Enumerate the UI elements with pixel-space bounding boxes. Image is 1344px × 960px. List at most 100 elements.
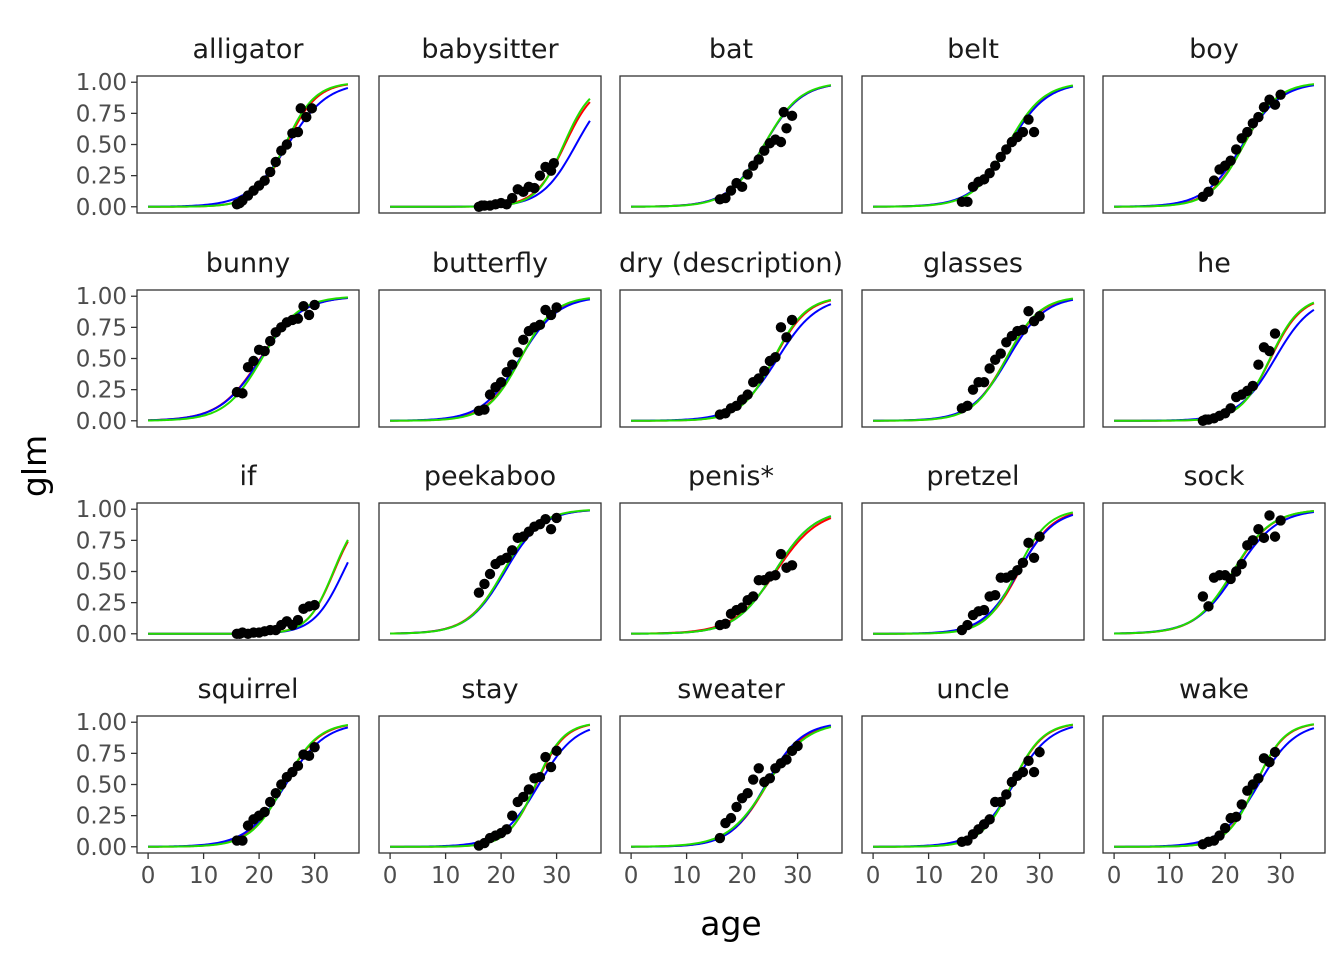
data-point [1214,830,1225,841]
data-point [1012,565,1023,576]
x-tick-label: 20 [244,863,273,889]
data-point [1028,126,1040,138]
data-point [518,791,529,803]
panel-title: alligator [193,34,305,65]
data-point [753,373,764,384]
data-point [1225,403,1236,414]
panel-title: dry (description) [619,248,843,279]
data-point [1258,101,1270,113]
data-point [1264,345,1275,357]
data-point [292,614,304,626]
panel-title: stay [461,674,518,705]
data-point [265,166,276,178]
data-point [1231,566,1242,577]
x-axis-title: age [700,904,761,943]
y-tick-label: 0.25 [76,378,127,404]
data-point [725,185,737,196]
data-point [1023,755,1034,767]
data-point [309,299,320,311]
x-tick-label: 20 [486,863,515,889]
data-point [295,103,306,114]
data-point [1028,766,1040,778]
x-tick-label: 10 [189,863,218,889]
panel-border [136,289,360,428]
data-point [725,812,737,824]
panel-title: if [239,461,258,492]
x-tick-label: 0 [624,863,639,889]
data-point [984,167,995,179]
panel-title: pretzel [926,461,1019,492]
panel-title: bunny [206,248,290,279]
data-point [770,570,781,581]
panel-11: peekaboo [378,461,602,641]
data-point [1269,531,1281,542]
fit-curve-3 [631,515,832,635]
x-tick-label: 10 [672,863,701,889]
panel-3: belt [861,34,1085,214]
y-tick-label: 0.00 [76,195,127,221]
panel-13: pretzel [861,461,1085,641]
data-point [990,160,1001,171]
data-point [545,761,557,773]
data-point [523,784,535,795]
y-tick-label: 0.75 [76,315,127,341]
x-tick-label: 0 [383,863,398,889]
panel-border [136,502,360,641]
data-point [786,314,798,326]
data-point [1253,359,1264,370]
data-point [748,774,759,785]
data-point [1225,573,1236,585]
data-point [545,523,557,535]
panel-title: sock [1183,461,1244,492]
data-point [292,126,304,138]
data-point [551,745,562,757]
y-tick-label: 1.00 [76,497,127,523]
data-point [995,151,1006,163]
data-point [1264,756,1275,768]
y-tick-label: 0.25 [76,804,127,830]
data-point [281,139,293,150]
data-point [736,602,748,613]
data-point [753,763,764,774]
panel-2: bat [619,34,843,214]
data-point [742,169,753,180]
panel-border [1102,502,1326,641]
data-point [540,513,551,525]
data-point [1197,591,1209,602]
data-point [1028,552,1040,563]
y-tick-label: 1.00 [76,284,127,310]
data-point [978,604,990,616]
data-point [1017,766,1029,778]
data-point [1203,186,1214,198]
data-point [1275,515,1286,526]
panel-title: butterfly [432,248,548,279]
data-point [1275,89,1286,100]
data-point [1034,746,1045,758]
panel-border [1102,715,1326,854]
panel-18: uncle 0 10 20 30 [861,674,1085,889]
data-point [518,334,529,346]
data-point [1023,305,1034,317]
data-point [778,106,789,118]
panel-title: uncle [936,674,1009,705]
x-tick-label: 20 [727,863,756,889]
data-point [276,779,287,790]
data-point [995,796,1006,808]
data-point [507,359,518,370]
panel-16: stay 0 10 20 30 [378,674,602,889]
panel-14: sock [1102,461,1326,641]
x-tick-label: 0 [1107,863,1122,889]
data-point [1236,558,1247,570]
data-point [545,309,557,321]
x-tick-label: 0 [141,863,156,889]
x-tick-label: 0 [866,863,881,889]
panel-4: boy [1102,34,1326,214]
data-point [1242,126,1253,138]
panel-10: if 0.00 0.25 0.50 0.75 1.00 [76,461,360,648]
data-point [781,754,792,765]
data-point [501,367,512,378]
data-point [962,619,973,631]
y-axis-title: glm [15,435,54,497]
y-tick-label: 0.75 [76,528,127,554]
data-point [1017,557,1029,568]
